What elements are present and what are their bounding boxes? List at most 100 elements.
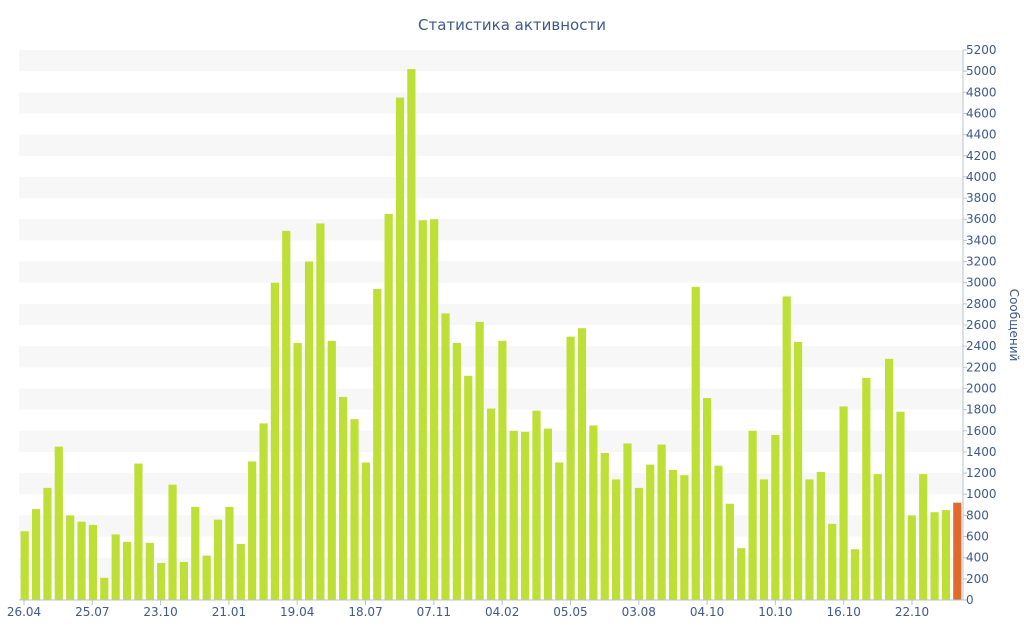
y-tick-label: 5000: [966, 64, 997, 78]
y-tick-label: 4200: [966, 149, 997, 163]
bar: [521, 431, 530, 600]
y-tick-label: 4400: [966, 128, 997, 142]
y-tick-label: 1800: [966, 403, 997, 417]
bar: [703, 397, 712, 600]
y-tick-label: 2800: [966, 297, 997, 311]
x-tick-label: 16.10: [827, 605, 861, 619]
bar: [498, 340, 507, 600]
bar: [782, 296, 791, 600]
bar: [327, 340, 336, 600]
bar: [339, 396, 348, 600]
bar: [304, 261, 314, 600]
bar: [475, 321, 484, 600]
y-tick-label: 800: [966, 508, 989, 522]
bar-current: [953, 502, 962, 600]
bar: [737, 548, 746, 600]
bar: [793, 341, 803, 600]
grid-band: [19, 388, 963, 410]
bar: [725, 503, 734, 600]
x-tick-label: 22.10: [895, 605, 929, 619]
bar: [930, 512, 939, 600]
y-tick-label: 200: [966, 572, 989, 586]
bar: [691, 286, 700, 600]
bar: [100, 577, 109, 600]
bar: [839, 406, 848, 600]
y-tick-label: 2400: [966, 339, 997, 353]
bar: [248, 461, 257, 600]
bar: [66, 515, 75, 600]
bar: [657, 444, 666, 600]
bar: [543, 428, 552, 600]
grid-band: [19, 92, 963, 114]
y-tick-label: 400: [966, 551, 989, 565]
bar: [805, 479, 814, 600]
grid-band: [19, 261, 963, 283]
y-tick-label: 3800: [966, 191, 997, 205]
bar: [111, 534, 120, 600]
grid-band: [19, 303, 963, 325]
bar: [941, 510, 951, 600]
bar: [77, 521, 86, 600]
y-tick-label: 3400: [966, 233, 997, 247]
y-tick-label: 3600: [966, 212, 997, 226]
bar: [407, 69, 416, 601]
y-axis: 0 200 400 600 800 1000 1200 1400 1600 1800 2000 220…: [962, 43, 997, 607]
bar: [873, 474, 882, 600]
y-tick-label: 1400: [966, 445, 997, 459]
grid-band: [19, 176, 963, 199]
bar: [43, 487, 52, 600]
bar: [748, 430, 757, 600]
bar: [191, 506, 200, 600]
y-axis-title: Сообщений: [1007, 289, 1021, 362]
bar: [168, 484, 177, 600]
bar: [145, 542, 154, 600]
bar: [236, 543, 245, 600]
bar: [122, 541, 132, 600]
y-tick-label: 3000: [966, 276, 997, 290]
bar: [828, 523, 837, 600]
x-tick-label: 23.10: [143, 605, 177, 619]
bar: [577, 328, 587, 600]
y-tick-label: 5200: [966, 43, 997, 57]
y-tick-label: 1600: [966, 424, 997, 438]
grid-band: [19, 219, 963, 241]
bar: [464, 375, 473, 600]
x-tick-label: 04.02: [485, 605, 519, 619]
y-tick-label: 1200: [966, 466, 997, 480]
bar: [771, 435, 780, 600]
y-tick-label: 2200: [966, 360, 997, 374]
x-tick-label: 18.07: [348, 605, 382, 619]
bar: [862, 377, 871, 600]
bar: [134, 463, 143, 600]
bar: [418, 220, 427, 601]
bar: [350, 419, 359, 600]
bar: [20, 531, 29, 600]
x-tick-label: 05.05: [553, 605, 587, 619]
x-tick-label: 07.11: [417, 605, 451, 619]
bar: [680, 475, 689, 600]
bar: [384, 213, 393, 600]
bar: [430, 219, 439, 601]
x-axis: 26.04 25.07 23.10 21.01 19.04 18.07 07.11 04.02…: [7, 599, 963, 619]
x-tick-label: 26.04: [7, 605, 41, 619]
y-tick-label: 4600: [966, 106, 997, 120]
bar: [282, 230, 291, 600]
bar: [373, 289, 382, 600]
bar: [600, 452, 609, 600]
bar: [361, 462, 370, 600]
bar: [157, 562, 166, 600]
y-tick-label: 2600: [966, 318, 997, 332]
bar: [486, 408, 496, 600]
x-tick-label: 10.10: [758, 605, 792, 619]
y-tick-label: 0: [966, 593, 974, 607]
bar: [293, 342, 302, 600]
bar: [919, 474, 928, 600]
bar: [225, 506, 234, 600]
y-tick-label: 3200: [966, 255, 997, 269]
grid-band: [19, 346, 963, 368]
y-tick-label: 2000: [966, 381, 997, 395]
bar: [646, 464, 655, 600]
bar: [634, 487, 643, 600]
grid-band: [19, 134, 963, 156]
